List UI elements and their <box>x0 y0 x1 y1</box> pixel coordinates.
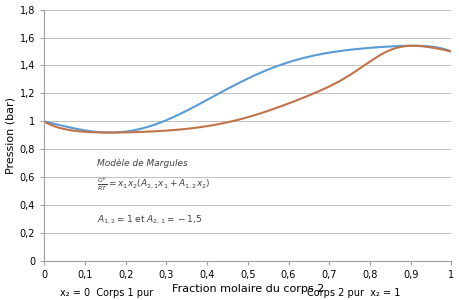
Text: Modèle de Margules: Modèle de Margules <box>97 158 188 168</box>
Text: $\frac{G^E}{RT} = x_1 x_2 (A_{2,1} x_1 + A_{1,2} x_2)$: $\frac{G^E}{RT} = x_1 x_2 (A_{2,1} x_1 +… <box>97 176 210 193</box>
Y-axis label: Pression (bar): Pression (bar) <box>6 97 16 174</box>
Text: x₂ = 0  Corps 1 pur: x₂ = 0 Corps 1 pur <box>60 289 153 298</box>
Text: $A_{1,2} = 1$ et $A_{2,1} = -1{,}5$: $A_{1,2} = 1$ et $A_{2,1} = -1{,}5$ <box>97 213 202 226</box>
X-axis label: Fraction molaire du corps 2: Fraction molaire du corps 2 <box>171 284 323 294</box>
Text: Corps 2 pur  x₂ = 1: Corps 2 pur x₂ = 1 <box>306 289 399 298</box>
